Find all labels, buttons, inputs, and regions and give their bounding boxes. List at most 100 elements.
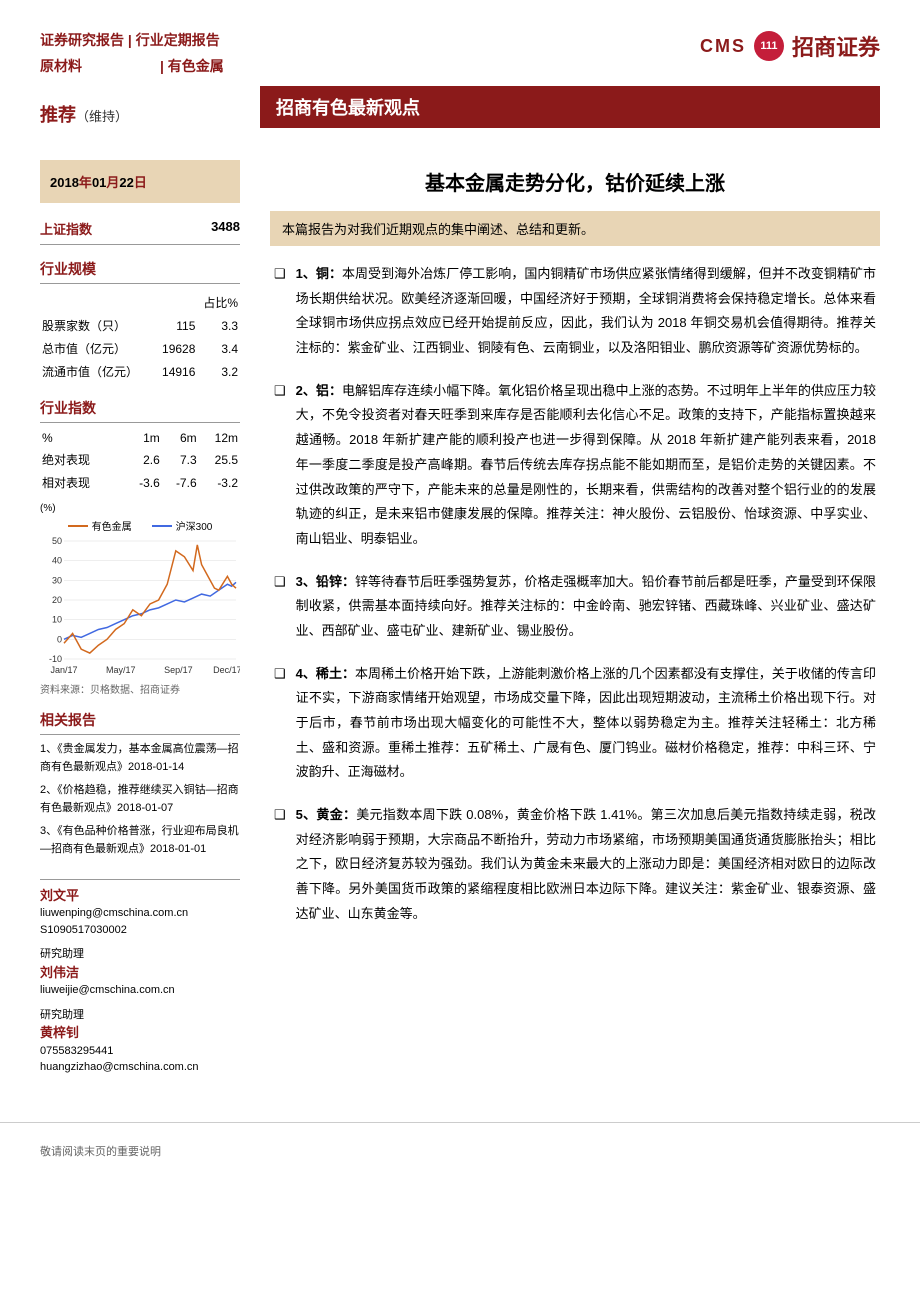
svg-text:Jan/17: Jan/17: [50, 665, 77, 675]
body-section: ❑ 1、铜：本周受到海外冶炼厂停工影响，国内铜精矿市场供应紧张情绪得到缓解，但并…: [270, 246, 880, 961]
report-type: 证券研究报告 | 行业定期报告: [40, 30, 700, 50]
sector-1: 原材料: [40, 56, 120, 76]
analyst-1-name: 刘伟洁: [40, 963, 240, 983]
scale-title: 行业规模: [40, 251, 240, 284]
date-box: 2018年01月22日: [40, 160, 240, 203]
bullet-icon: ❑: [274, 262, 286, 361]
index-name: 上证指数: [40, 219, 92, 238]
body-0-title: 1、铜：: [296, 266, 342, 281]
perf-h2: 6m: [162, 429, 197, 447]
footer: 敬请阅读末页的重要说明: [0, 1122, 920, 1179]
analyst-0: 刘文平 liuwenping@cmschina.com.cn S10905170…: [40, 880, 240, 1082]
svg-text:0: 0: [57, 634, 62, 644]
scale-r0-l: 股票家数（只）: [42, 315, 154, 336]
date-m: 01: [92, 175, 106, 190]
bullet-icon: ❑: [274, 379, 286, 552]
body-4-content: 美元指数本周下跌 0.08%，黄金价格下跌 1.41%。第三次加息后美元指数持续…: [296, 807, 876, 921]
svg-text:May/17: May/17: [106, 665, 136, 675]
body-2-title: 3、铅锌：: [296, 574, 355, 589]
analyst-1-email: liuweijie@cmschina.com.cn: [40, 982, 240, 999]
analyst-0-id: S1090517030002: [40, 922, 240, 939]
content-wrap: 2018年01月22日 上证指数 3488 行业规模 占比% 股票家数（只）11…: [0, 142, 920, 1082]
legend-1-label: 有色金属: [92, 518, 132, 533]
svg-text:50: 50: [52, 537, 62, 546]
perf-r0-v1: 7.3: [162, 449, 197, 470]
svg-text:40: 40: [52, 556, 62, 566]
svg-text:30: 30: [52, 575, 62, 585]
related-list: 1、《贵金属发力，基本金属高位震荡—招商有色最新观点》2018-01-14 2、…: [40, 735, 240, 871]
body-1-content: 电解铝库存连续小幅下降。氧化铝价格呈现出稳中上涨的态势。不过明年上半年的供应压力…: [296, 383, 876, 546]
legend-2-label: 沪深300: [176, 518, 213, 533]
perf-table: % 1m 6m 12m 绝对表现 2.6 7.3 25.5 相对表现 -3.6 …: [40, 427, 240, 495]
chart-y-unit: (%): [40, 503, 240, 514]
sidebar: 2018年01月22日 上证指数 3488 行业规模 占比% 股票家数（只）11…: [40, 142, 260, 1082]
legend-2: 沪深300: [152, 518, 213, 533]
related-item-2: 3、《有色品种价格普涨，行业迎布局良机—招商有色最新观点》2018-01-01: [40, 823, 240, 858]
scale-r1-v2: 3.4: [197, 338, 238, 359]
perf-r1-l: 相对表现: [42, 472, 123, 493]
legend-2-swatch: [152, 525, 172, 527]
body-item-4: ❑ 5、黄金：美元指数本周下跌 0.08%，黄金价格下跌 1.41%。第三次加息…: [274, 803, 876, 926]
body-item-1: ❑ 2、铝：电解铝库存连续小幅下降。氧化铝价格呈现出稳中上涨的态势。不过明年上半…: [274, 379, 876, 552]
body-0-content: 本周受到海外冶炼厂停工影响，国内铜精矿市场供应紧张情绪得到缓解，但并不改变铜精矿…: [296, 266, 876, 355]
rating-sub: （维持）: [76, 109, 128, 124]
perf-r0-v0: 2.6: [125, 449, 160, 470]
date-y: 2018: [50, 175, 79, 190]
date-d: 22: [119, 175, 133, 190]
analyst-2-name: 黄梓钊: [40, 1023, 240, 1043]
logo: CMS 111 招商证券: [700, 30, 880, 62]
body-2-content: 锌等待春节后旺季强势复苏，价格走强概率加大。铅价春节前后都是旺季，产量受到环保限…: [296, 574, 876, 638]
perf-h3: 12m: [199, 429, 238, 447]
date-yl: 年: [79, 175, 92, 190]
logo-icon: 111: [754, 31, 784, 61]
main-content: 基本金属走势分化，钴价延续上涨 本篇报告为对我们近期观点的集中阐述、总结和更新。…: [260, 142, 880, 1082]
analyst-2-id: 075583295441: [40, 1043, 240, 1060]
chart-legend: 有色金属 沪深300: [40, 514, 240, 537]
bullet-icon: ❑: [274, 803, 286, 926]
perf-r1-v0: -3.6: [125, 472, 160, 493]
svg-text:Sep/17: Sep/17: [164, 665, 193, 675]
main-title: 基本金属走势分化，钴价延续上涨: [270, 142, 880, 211]
body-item-2: ❑ 3、铅锌：锌等待春节后旺季强势复苏，价格走强概率加大。铅价春节前后都是旺季，…: [274, 570, 876, 644]
related-title: 相关报告: [40, 702, 240, 735]
body-item-3: ❑ 4、稀土：本周稀土价格开始下跌，上游能刺激价格上涨的几个因素都没有支撑住，关…: [274, 662, 876, 785]
intro-bar: 本篇报告为对我们近期观点的集中阐述、总结和更新。: [270, 211, 880, 246]
date-ml: 月: [106, 175, 119, 190]
chart-source: 资料来源：贝格数据、招商证券: [40, 681, 240, 696]
svg-text:Dec/17: Dec/17: [213, 665, 240, 675]
scale-r0-v2: 3.3: [197, 315, 238, 336]
pct-hdr: 占比%: [197, 292, 238, 313]
svg-text:20: 20: [52, 595, 62, 605]
scale-r2-l: 流通市值（亿元）: [42, 361, 154, 382]
chart-box: (%) 有色金属 沪深300 50 40 30 20 10 0 -10Jan/17 May/1…: [40, 503, 240, 696]
perf-h1: 1m: [125, 429, 160, 447]
index-value: 3488: [211, 219, 240, 238]
analyst-2-role: 研究助理: [40, 1007, 240, 1024]
perf-r0-l: 绝对表现: [42, 449, 123, 470]
rating-label: 推荐: [40, 105, 76, 125]
analyst-1-role: 研究助理: [40, 946, 240, 963]
sector-2: | 有色金属: [160, 56, 224, 76]
perf-r1-v2: -3.2: [199, 472, 238, 493]
performance-chart: 50 40 30 20 10 0 -10Jan/17 May/17 Sep/17 Dec/17: [40, 537, 240, 677]
related-item-1: 2、《价格趋稳，推荐继续买入铜钴—招商有色最新观点》2018-01-07: [40, 782, 240, 817]
scale-r2-v1: 14916: [156, 361, 195, 382]
body-4-title: 5、黄金：: [296, 807, 357, 822]
perf-title: 行业指数: [40, 390, 240, 423]
legend-1-swatch: [68, 525, 88, 527]
index-row: 上证指数 3488: [40, 213, 240, 245]
scale-r1-v1: 19628: [156, 338, 195, 359]
scale-table: 占比% 股票家数（只）1153.3 总市值（亿元）196283.4 流通市值（亿…: [40, 290, 240, 384]
scale-r2-v2: 3.2: [197, 361, 238, 382]
perf-r0-v2: 25.5: [199, 449, 238, 470]
svg-text:10: 10: [52, 615, 62, 625]
svg-text:-10: -10: [49, 654, 62, 664]
logo-cms: CMS: [700, 36, 746, 57]
date-dl: 日: [134, 175, 147, 190]
bullet-icon: ❑: [274, 570, 286, 644]
body-3-content: 本周稀土价格开始下跌，上游能刺激价格上涨的几个因素都没有支撑住，关于收储的传言印…: [296, 666, 876, 780]
sector-line: 原材料 | 有色金属: [40, 56, 700, 76]
body-item-0: ❑ 1、铜：本周受到海外冶炼厂停工影响，国内铜精矿市场供应紧张情绪得到缓解，但并…: [274, 262, 876, 361]
related-item-0: 1、《贵金属发力，基本金属高位震荡—招商有色最新观点》2018-01-14: [40, 741, 240, 776]
page: 证券研究报告 | 行业定期报告 原材料 | 有色金属 CMS 111 招商证券 …: [0, 0, 920, 1179]
